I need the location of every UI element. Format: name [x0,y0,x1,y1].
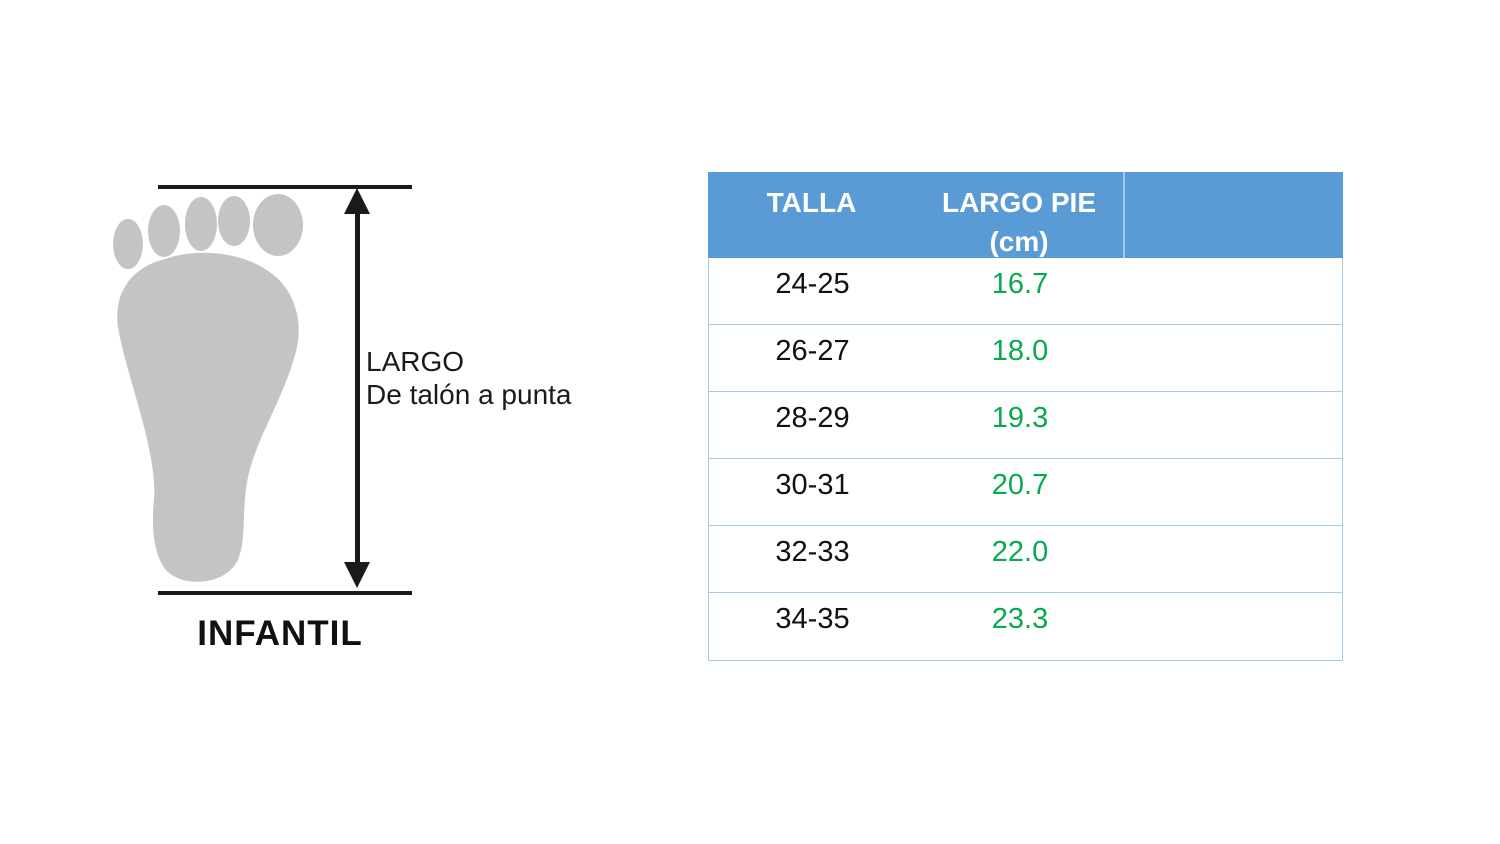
toe-big [253,194,303,256]
cell-talla: 34-35 [775,603,850,635]
cell-largo-cm: 19.3 [991,402,1049,434]
cell-empty [1124,325,1342,391]
table-row: 34-35 23.3 [709,593,1342,660]
cell-empty [1124,593,1342,660]
toe-2 [148,205,180,257]
table-row: 24-25 16.7 [709,258,1342,325]
toe-4 [218,196,250,246]
size-table: TALLA LARGO PIE (cm) 24-25 16.7 26-27 18… [708,172,1343,661]
diagram-caption: INFANTIL [197,614,363,653]
header-cell-largo-pie: LARGO PIE (cm) [915,172,1123,258]
arrow-shaft [355,204,360,570]
table-body: 24-25 16.7 26-27 18.0 28-29 19.3 30-31 2… [708,258,1343,661]
measure-label-line1: LARGO [366,346,465,377]
foot-measurement-diagram: LARGO De talón a punta INFANTIL [90,180,650,670]
measure-label-line2: De talón a punta [366,379,572,410]
cell-empty [1124,258,1342,324]
cell-largo-cm: 23.3 [991,603,1049,635]
measure-label: LARGO De talón a punta [366,345,572,411]
footprint-graphic [113,194,303,582]
cell-talla: 26-27 [775,335,850,367]
cell-empty [1124,526,1342,592]
cell-talla: 28-29 [775,402,850,434]
cell-largo-cm: 18.0 [991,335,1049,367]
cell-largo-cm: 16.7 [991,268,1049,300]
cell-empty [1124,392,1342,458]
table-header-row: TALLA LARGO PIE (cm) [708,172,1343,258]
cell-talla: 30-31 [775,469,850,501]
table-row: 26-27 18.0 [709,325,1342,392]
cell-largo-cm: 20.7 [991,469,1049,501]
table-row: 30-31 20.7 [709,459,1342,526]
toe-3 [185,197,217,251]
cell-talla: 24-25 [775,268,850,300]
cell-largo-cm: 22.0 [991,536,1049,568]
bottom-cap-line [158,591,412,595]
cell-talla: 32-33 [775,536,850,568]
toe-little [113,219,143,269]
top-cap-line [158,185,412,189]
cell-empty [1124,459,1342,525]
table-row: 28-29 19.3 [709,392,1342,459]
foot-sole-shape [117,252,299,582]
table-row: 32-33 22.0 [709,526,1342,593]
header-cell-talla: TALLA [766,187,857,218]
header-largo-line1: LARGO PIE [941,187,1096,218]
header-largo-line2: (cm) [989,226,1049,257]
arrow-down-icon [344,562,370,588]
header-cell-empty [1123,172,1343,258]
